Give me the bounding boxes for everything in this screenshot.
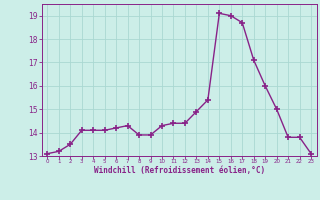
X-axis label: Windchill (Refroidissement éolien,°C): Windchill (Refroidissement éolien,°C)	[94, 166, 265, 175]
